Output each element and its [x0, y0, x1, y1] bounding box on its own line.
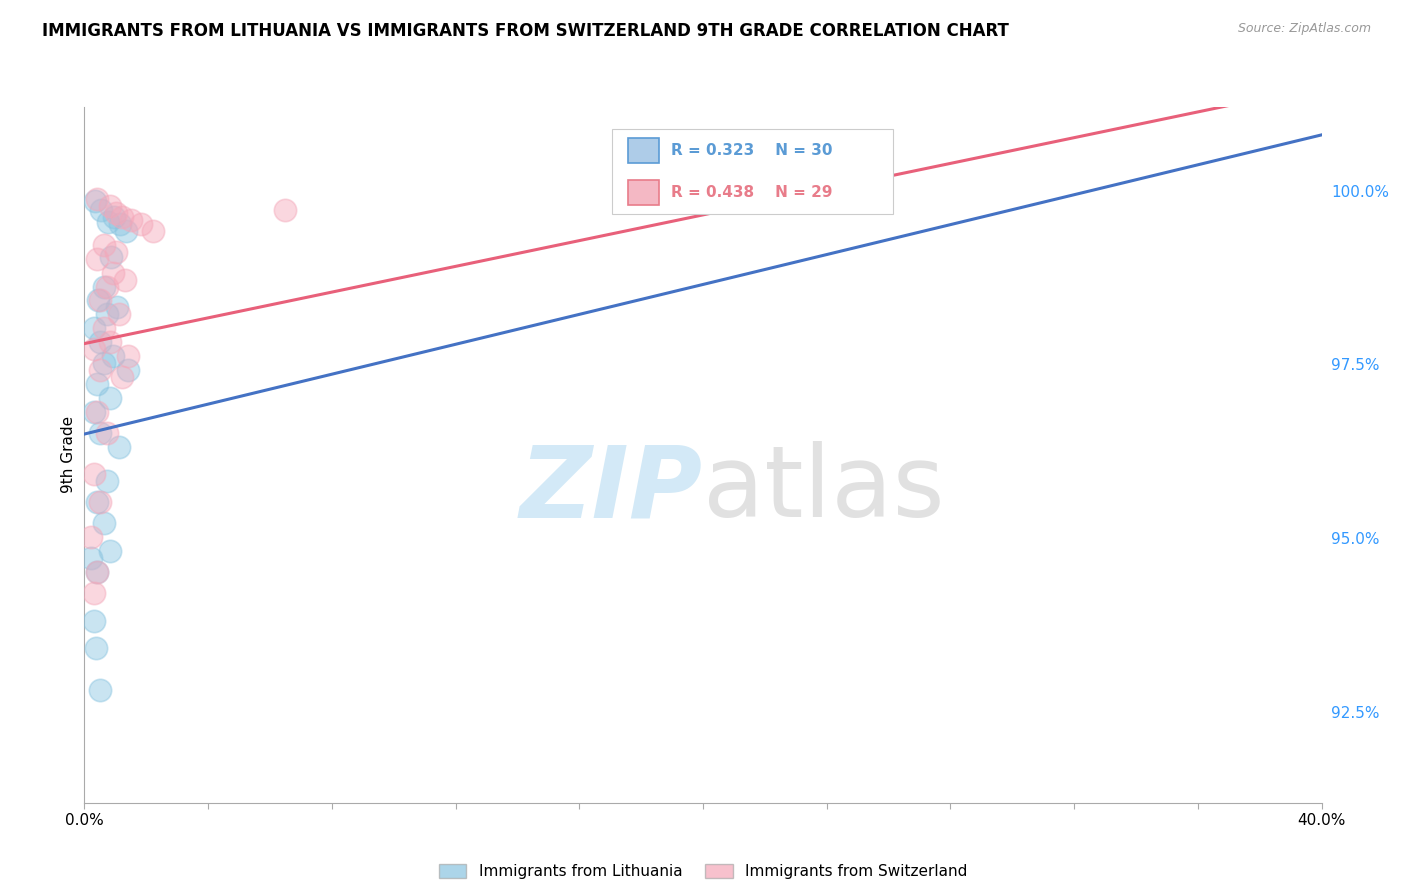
Point — [108, 217, 131, 231]
Point — [274, 202, 297, 217]
Point — [93, 237, 115, 252]
Point — [97, 215, 120, 229]
Point — [117, 349, 139, 363]
Point — [108, 307, 131, 321]
Point — [86, 495, 108, 509]
Text: Source: ZipAtlas.com: Source: ZipAtlas.com — [1237, 22, 1371, 36]
Point — [120, 212, 142, 227]
Point — [83, 467, 105, 482]
Point — [101, 266, 124, 280]
Point — [111, 370, 134, 384]
Point — [89, 363, 111, 377]
Point — [101, 349, 124, 363]
Point — [89, 495, 111, 509]
Point — [96, 425, 118, 440]
Point — [86, 565, 108, 579]
Point — [84, 194, 107, 208]
Text: IMMIGRANTS FROM LITHUANIA VS IMMIGRANTS FROM SWITZERLAND 9TH GRADE CORRELATION C: IMMIGRANTS FROM LITHUANIA VS IMMIGRANTS … — [42, 22, 1010, 40]
Point — [142, 224, 165, 238]
Point — [89, 293, 111, 308]
Point — [98, 391, 121, 405]
Point — [80, 550, 103, 565]
Point — [89, 683, 111, 698]
Text: R = 0.323    N = 30: R = 0.323 N = 30 — [671, 143, 832, 158]
Point — [90, 202, 112, 217]
Point — [98, 335, 121, 350]
Point — [89, 335, 111, 350]
Point — [98, 544, 121, 558]
Point — [93, 279, 115, 293]
Point — [80, 530, 103, 544]
Point — [96, 475, 118, 489]
Point — [115, 224, 138, 238]
Point — [96, 279, 118, 293]
Y-axis label: 9th Grade: 9th Grade — [60, 417, 76, 493]
Point — [117, 363, 139, 377]
Point — [103, 210, 125, 224]
Point — [89, 425, 111, 440]
Point — [83, 614, 105, 628]
Point — [93, 321, 115, 335]
Point — [96, 307, 118, 321]
Point — [129, 217, 152, 231]
Point — [86, 376, 108, 391]
Point — [83, 321, 105, 335]
Point — [84, 641, 107, 656]
Point — [108, 440, 131, 454]
Point — [86, 405, 108, 419]
Point — [83, 342, 105, 356]
Point — [86, 252, 108, 266]
Point — [93, 516, 115, 530]
Text: ZIP: ZIP — [520, 442, 703, 538]
Text: R = 0.438    N = 29: R = 0.438 N = 29 — [671, 186, 832, 201]
Point — [104, 206, 127, 220]
Point — [114, 272, 136, 286]
Point — [105, 301, 128, 315]
Point — [100, 250, 122, 264]
Point — [98, 199, 121, 213]
Legend: Immigrants from Lithuania, Immigrants from Switzerland: Immigrants from Lithuania, Immigrants fr… — [433, 858, 973, 886]
Point — [93, 356, 115, 370]
Point — [83, 405, 105, 419]
Point — [111, 210, 134, 224]
Point — [104, 244, 127, 259]
Point — [83, 585, 105, 599]
Point — [87, 293, 110, 308]
Point — [86, 565, 108, 579]
Point — [86, 192, 108, 206]
Text: atlas: atlas — [703, 442, 945, 538]
